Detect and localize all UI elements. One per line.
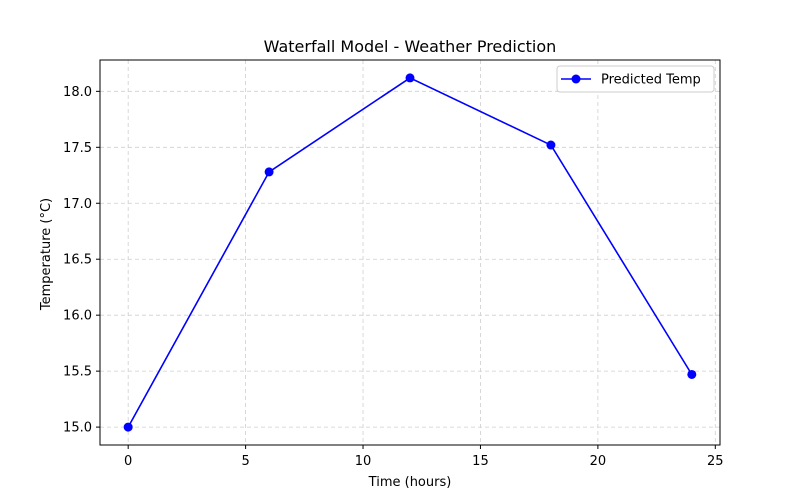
x-tick-label: 15 [472, 454, 489, 469]
x-tick-label: 0 [124, 454, 132, 469]
grid [100, 60, 720, 445]
legend-box [556, 65, 715, 93]
y-tick-label: 18.0 [63, 85, 92, 100]
y-tick-label: 16.5 [63, 253, 92, 268]
data-point [546, 140, 556, 150]
y-tick-label: 16.0 [63, 309, 92, 324]
x-axis-title: Time (hours) [368, 475, 452, 490]
data-point [264, 167, 274, 177]
y-tick-label: 15.5 [63, 365, 92, 380]
chart-title: Waterfall Model - Weather Prediction [264, 37, 557, 56]
y-tick-label: 17.5 [63, 141, 92, 156]
data-point [123, 422, 133, 432]
series-line [127, 76, 693, 428]
legend: Predicted Temp [556, 65, 715, 93]
axes [99, 59, 721, 446]
x-tick-label: 20 [590, 454, 607, 469]
data-point [687, 369, 697, 379]
y-axis-title: Temperature (°C) [39, 198, 54, 311]
y-tick-label: 15.0 [63, 421, 92, 436]
x-tick-label: 10 [355, 454, 372, 469]
legend-label: Predicted Temp [601, 73, 701, 88]
data-point [405, 73, 415, 83]
legend-marker-swatch [571, 74, 581, 84]
x-tick-label: 25 [707, 454, 724, 469]
x-tick-label: 5 [241, 454, 249, 469]
y-tick-label: 17.0 [63, 197, 92, 212]
ticks: 0 5 10 15 20 25 15.0 15.5 16.0 16.5 17.0 17.5 18.0 [63, 85, 724, 469]
series [123, 73, 697, 432]
plot-frame [99, 59, 721, 446]
